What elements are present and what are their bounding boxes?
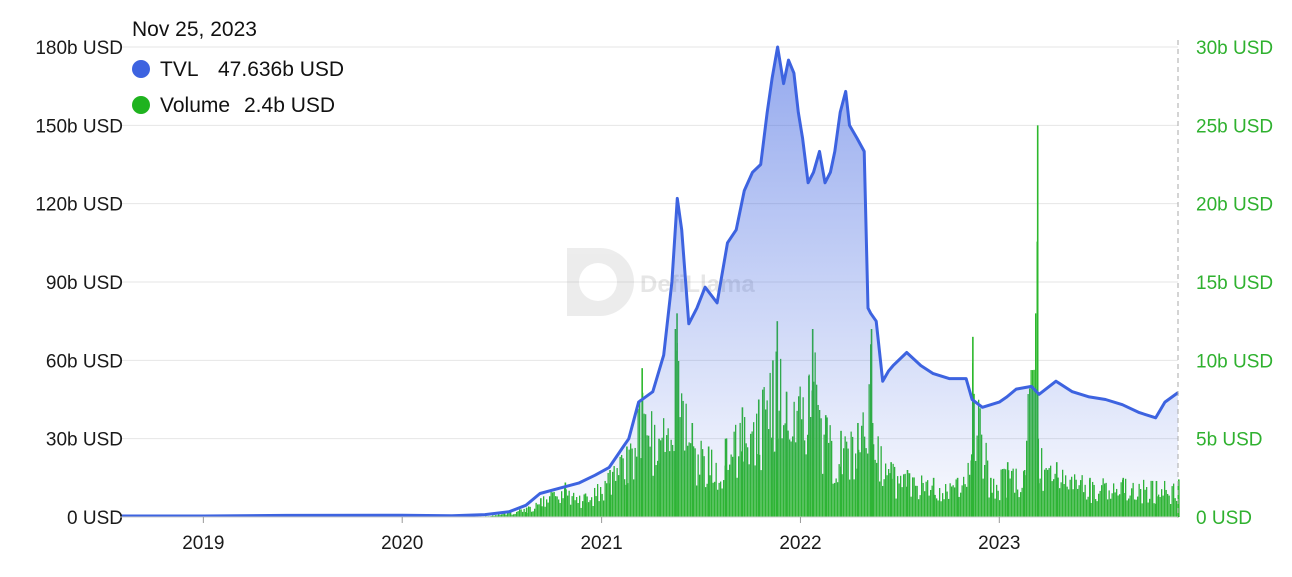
x-axis: 2019 2020 2021 2022 2023 bbox=[120, 517, 1178, 554]
left-axis-tick-label: 30b USD bbox=[46, 430, 123, 451]
x-axis-tick-label: 2021 bbox=[580, 533, 622, 554]
left-axis-tick-label: 180b USD bbox=[35, 38, 123, 59]
tooltip-date: Nov 25, 2023 bbox=[132, 18, 257, 41]
legend-tvl-name: TVL bbox=[160, 58, 199, 81]
legend-dot-volume bbox=[132, 96, 150, 114]
x-axis-tick-label: 2023 bbox=[978, 533, 1020, 554]
legend-volume-name: Volume bbox=[160, 94, 230, 117]
right-axis-tick-label: 25b USD bbox=[1196, 116, 1273, 137]
x-axis-tick-label: 2019 bbox=[182, 533, 224, 554]
legend-tvl-value: 47.636b USD bbox=[218, 58, 344, 81]
right-axis-tick-label: 20b USD bbox=[1196, 195, 1273, 216]
right-axis-tick-label: 10b USD bbox=[1196, 351, 1273, 372]
right-axis-tick-label: 15b USD bbox=[1196, 273, 1273, 294]
left-y-axis: 0 USD 30b USD 60b USD 90b USD 120b USD 150b U… bbox=[35, 38, 123, 529]
x-axis-tick-label: 2020 bbox=[381, 533, 423, 554]
legend-dot-tvl bbox=[132, 60, 150, 78]
left-axis-tick-label: 60b USD bbox=[46, 351, 123, 372]
left-axis-tick-label: 120b USD bbox=[35, 195, 123, 216]
right-axis-tick-label: 5b USD bbox=[1196, 430, 1263, 451]
right-y-axis: 0 USD 5b USD 10b USD 15b USD 20b USD 25b USD 3… bbox=[1196, 38, 1273, 529]
tooltip-legend: Nov 25, 2023 TVL 47.636b USD Volume 2.4b… bbox=[132, 18, 344, 117]
llama-logo-face-icon bbox=[579, 263, 617, 301]
left-axis-tick-label: 90b USD bbox=[46, 273, 123, 294]
right-axis-tick-label: 0 USD bbox=[1196, 508, 1252, 529]
left-axis-tick-label: 150b USD bbox=[35, 116, 123, 137]
x-axis-tick-label: 2022 bbox=[779, 533, 821, 554]
legend-volume-value: 2.4b USD bbox=[244, 94, 335, 117]
left-axis-tick-label: 0 USD bbox=[67, 508, 123, 529]
right-axis-tick-label: 30b USD bbox=[1196, 38, 1273, 59]
